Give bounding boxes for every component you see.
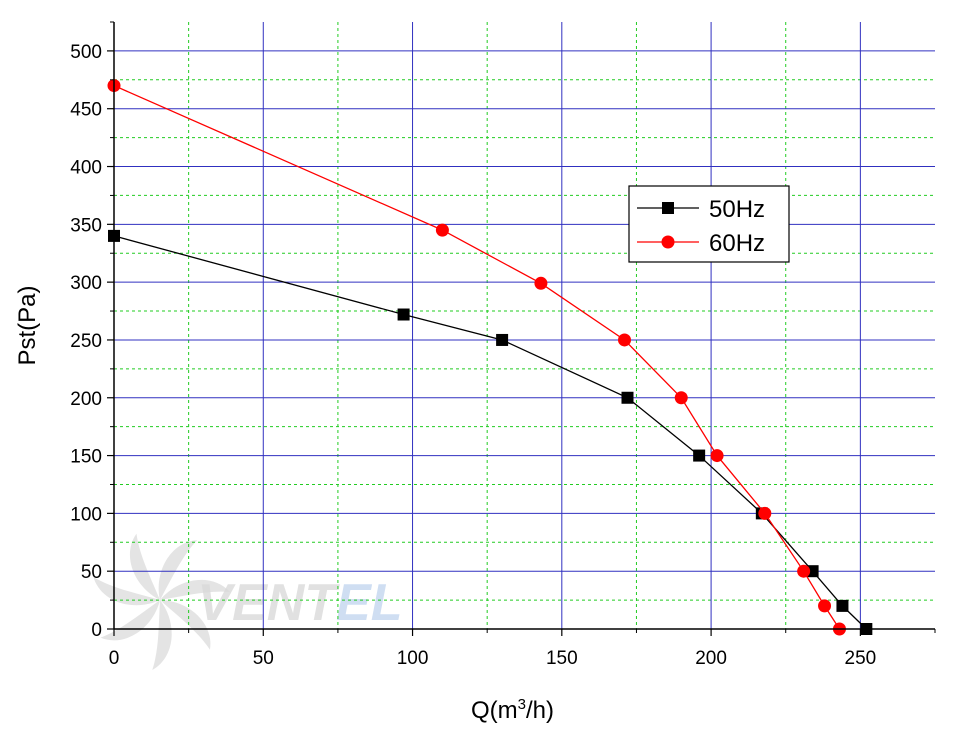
data-point-60Hz (818, 599, 832, 613)
legend-label: 60Hz (709, 230, 765, 257)
x-tick-label: 200 (695, 648, 727, 669)
y-tick-label: 150 (70, 447, 102, 468)
data-point-50Hz (496, 333, 509, 346)
series-layer (107, 79, 873, 636)
watermark-logo-text: VENTEL (197, 574, 402, 632)
data-point-60Hz (534, 276, 548, 290)
data-point-60Hz (435, 223, 449, 237)
x-axis-title-base: Q(m (471, 697, 518, 724)
legend-marker (662, 202, 674, 214)
minor-grid (114, 22, 935, 629)
series-line-60Hz (113, 84, 841, 630)
x-tick-label: 0 (109, 648, 120, 669)
data-point-50Hz (693, 449, 706, 462)
y-tick-label: 0 (91, 620, 102, 641)
y-tick-label: 250 (70, 331, 102, 352)
major-grid (114, 22, 935, 629)
y-tick-label: 500 (70, 42, 102, 63)
watermark-fan-blade (152, 600, 172, 671)
watermark-logo-part-vent: VENT (197, 574, 340, 632)
x-tick-label: 50 (253, 648, 274, 669)
y-tick-label: 100 (70, 504, 102, 525)
y-tick-label: 50 (81, 562, 102, 583)
y-tick-label: 450 (70, 100, 102, 121)
x-tick-label: 100 (397, 648, 429, 669)
x-tick-label: 250 (845, 648, 877, 669)
watermark-fan-blade (160, 579, 230, 600)
y-tick-label: 400 (70, 158, 102, 179)
y-tick-label: 300 (70, 273, 102, 294)
x-axis-title: Q(m3/h) (471, 696, 554, 724)
legend-box (628, 185, 790, 263)
y-tick-label: 350 (70, 215, 102, 236)
watermark-fan-blade (160, 600, 211, 650)
series-line-50Hz (113, 235, 867, 630)
legend-item-60Hz: 60Hz (637, 230, 765, 257)
series-60Hz (107, 79, 846, 636)
data-point-60Hz (618, 333, 632, 347)
x-axis-title-rest: /h) (526, 697, 554, 724)
data-point-50Hz (397, 308, 410, 321)
data-point-60Hz (758, 506, 772, 520)
y-axis-title: Pst(Pa) (14, 285, 41, 365)
data-point-50Hz (621, 391, 634, 404)
data-point-50Hz (836, 599, 849, 612)
data-point-50Hz (806, 565, 819, 578)
tick-labels: 0 50 100 150 200 250 0 50 100 150 200 250 300 350 400 4… (70, 42, 876, 669)
x-axis-title-sup: 3 (518, 696, 526, 713)
watermark-logo-part-el: EL (336, 574, 402, 632)
x-tick-label: 150 (546, 648, 578, 669)
watermark-fan-blade (129, 533, 160, 600)
legend-marker (661, 235, 675, 249)
watermark: VENTEL (93, 533, 403, 671)
watermark-fan-blade (158, 540, 198, 600)
legend-item-50Hz: 50Hz (637, 196, 765, 223)
data-point-60Hz (674, 391, 688, 405)
data-point-60Hz (710, 449, 724, 463)
axes (107, 21, 936, 636)
legend-label: 50Hz (709, 196, 765, 223)
watermark-fan-blade (93, 576, 160, 606)
y-tick-label: 200 (70, 389, 102, 410)
watermark-fan-blade (100, 600, 160, 641)
data-point-60Hz (797, 564, 811, 578)
legend: 50Hz 60Hz (628, 185, 790, 263)
watermark-fan-icon (93, 533, 230, 671)
